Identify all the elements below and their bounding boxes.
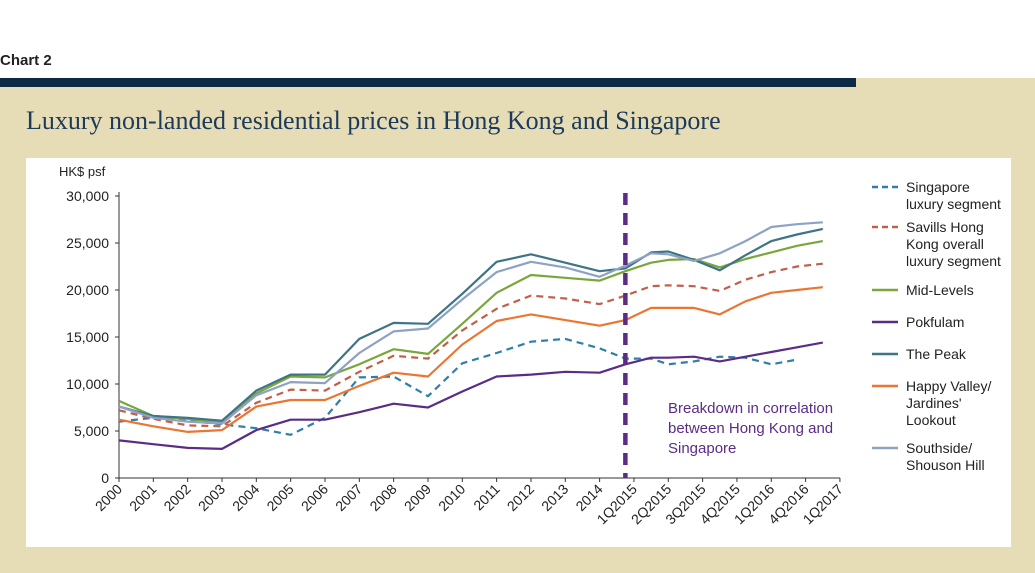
correlation-annotation: Breakdown in correlation between Hong Ko… — [668, 400, 833, 457]
legend-label: Jardines' — [906, 395, 962, 411]
legend-label: Mid-Levels — [906, 282, 974, 298]
legend-label: Lookout — [906, 412, 956, 428]
chart-area — [26, 158, 1011, 547]
x-tick-label: 2010 — [435, 481, 468, 514]
y-tick-label: 10,000 — [66, 376, 109, 392]
x-tick-label: 2013 — [538, 481, 571, 514]
y-tick-label: 15,000 — [66, 329, 109, 345]
y-tick-label: 0 — [101, 470, 109, 486]
x-tick-label: 2006 — [298, 481, 331, 514]
legend-label: The Peak — [906, 346, 967, 362]
series-line — [118, 221, 823, 425]
legend-label: Kong overall — [906, 236, 984, 252]
x-tick-label: 2011 — [470, 481, 503, 514]
x-tick-label: 2001 — [126, 481, 159, 514]
legend-label: Southside/ — [906, 440, 972, 456]
chart-title: Luxury non-landed residential prices in … — [26, 106, 721, 135]
chart-label: Chart 2 — [0, 52, 52, 69]
series-layer — [118, 221, 824, 450]
x-tick-label: 2007 — [332, 481, 365, 514]
legend-label: luxury segment — [906, 196, 1001, 212]
series-line — [118, 262, 823, 428]
series-line — [118, 341, 823, 450]
header-rule — [0, 78, 856, 87]
legend-label: luxury segment — [906, 253, 1001, 269]
annotation-line-2: between Hong Kong and — [668, 420, 833, 437]
x-tick-label: 2000 — [92, 481, 125, 514]
legend-label: Pokfulam — [906, 314, 964, 330]
annotation-line-1: Breakdown in correlation — [668, 400, 833, 417]
series-line — [118, 337, 798, 436]
y-axis-label: HK$ psf — [59, 164, 106, 179]
x-tick-label: 2012 — [504, 481, 537, 514]
x-tick-label: 2005 — [263, 481, 296, 514]
background-panel-strip — [856, 78, 1035, 87]
legend-label: Happy Valley/ — [906, 378, 991, 394]
series-line — [118, 240, 823, 424]
series-line — [118, 227, 824, 422]
x-tick-label: 2008 — [366, 481, 399, 514]
y-tick-label: 25,000 — [66, 235, 109, 251]
y-tick-label: 30,000 — [66, 188, 109, 204]
x-tick-label: 2002 — [160, 481, 193, 514]
series-line — [118, 286, 823, 433]
legend-label: Shouson Hill — [906, 457, 985, 473]
legend-label: Savills Hong — [906, 219, 984, 235]
annotation-line-3: Singapore — [668, 440, 736, 457]
x-tick-label: 2003 — [195, 481, 228, 514]
x-tick-label: 2009 — [401, 481, 434, 514]
x-tick-label: 2004 — [229, 481, 262, 514]
y-tick-label: 5,000 — [74, 423, 109, 439]
y-tick-label: 20,000 — [66, 282, 109, 298]
legend-label: Singapore — [906, 179, 970, 195]
